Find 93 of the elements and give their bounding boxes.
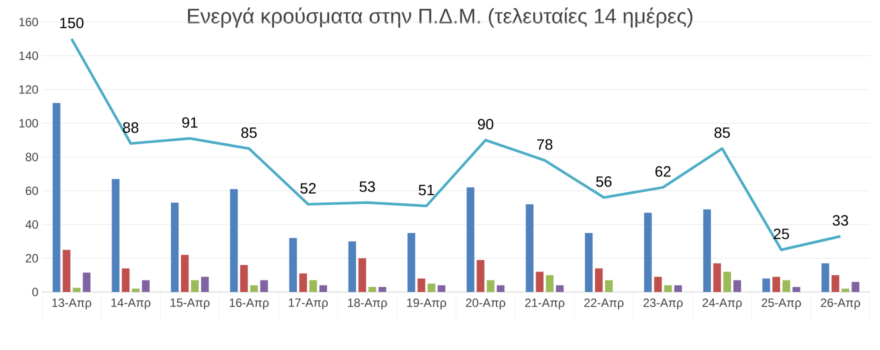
bar	[654, 276, 662, 292]
bar	[674, 285, 682, 292]
bar	[526, 204, 534, 292]
data-label: 85	[714, 127, 730, 138]
data-label: 56	[596, 176, 612, 187]
bar	[723, 272, 732, 292]
y-tick-label: 20	[26, 254, 38, 262]
bar	[556, 285, 564, 292]
bar	[733, 280, 742, 292]
x-tick-label: 24-Απρ	[702, 298, 742, 310]
bar	[260, 280, 268, 292]
bar	[408, 232, 416, 292]
bar	[496, 285, 505, 292]
bar	[52, 103, 60, 292]
bar	[428, 284, 436, 292]
data-label: 33	[832, 215, 848, 226]
data-label: 53	[360, 181, 375, 192]
x-tick-label: 26-Απρ	[820, 298, 860, 310]
bar	[584, 232, 593, 292]
bar	[142, 280, 150, 292]
bar	[191, 280, 199, 292]
bar	[112, 178, 120, 292]
bar	[72, 288, 80, 292]
y-tick-label: 100	[19, 119, 38, 128]
bar	[289, 238, 297, 292]
data-label: 51	[418, 184, 434, 196]
y-tick-label: 120	[19, 85, 38, 94]
data-label: 90	[478, 118, 494, 130]
bar	[594, 268, 603, 292]
bar	[536, 272, 544, 292]
bar	[418, 278, 426, 292]
bar	[378, 286, 386, 292]
x-tick-label: 18-Απρ	[348, 298, 387, 310]
bar	[762, 278, 770, 292]
bar	[62, 250, 70, 292]
bar	[713, 263, 721, 292]
bar	[782, 280, 790, 292]
data-label: 52	[300, 183, 316, 194]
bar	[466, 187, 474, 292]
bar	[240, 265, 248, 292]
bar	[832, 275, 840, 292]
bar	[82, 272, 90, 292]
bar	[319, 285, 328, 292]
bar	[132, 288, 140, 292]
bar	[299, 273, 307, 292]
bar	[664, 285, 672, 292]
x-tick-label: 22-Απρ	[584, 298, 624, 310]
y-tick-label: 0	[32, 288, 38, 296]
x-tick-label: 19-Απρ	[407, 298, 446, 310]
bar	[546, 275, 554, 292]
bar	[842, 288, 850, 292]
x-tick-label: 21-Απρ	[525, 298, 564, 310]
x-tick-label: 14-Απρ	[111, 298, 150, 310]
bar	[358, 258, 366, 292]
data-label: 85	[241, 127, 257, 138]
x-tick-label: 20-Απρ	[466, 298, 506, 310]
bar	[476, 260, 484, 292]
bar	[772, 276, 780, 292]
bar	[250, 285, 258, 292]
x-tick-label: 17-Απρ	[288, 298, 328, 310]
bar	[486, 280, 494, 292]
y-tick-label: 40	[25, 220, 38, 229]
bar	[368, 286, 376, 292]
bar	[852, 282, 860, 292]
y-tick-label: 140	[19, 52, 38, 60]
y-tick-label: 80	[26, 152, 38, 162]
data-label: 150	[60, 18, 84, 28]
bar	[309, 280, 318, 292]
bar	[703, 209, 711, 292]
bar	[348, 241, 356, 292]
data-label: 78	[537, 139, 552, 150]
x-tick-label: 23-Απρ	[643, 298, 683, 310]
y-tick-label: 160	[19, 18, 38, 26]
x-tick-label: 13-Απρ	[52, 298, 92, 310]
bar	[230, 189, 238, 292]
bar	[605, 280, 613, 292]
bar	[438, 285, 446, 292]
bar	[180, 254, 189, 292]
x-tick-label: 15-Απρ	[170, 298, 210, 310]
bar	[792, 286, 800, 292]
bar	[122, 268, 130, 292]
bar	[170, 202, 179, 292]
bar	[201, 276, 209, 292]
chart-title: Ενεργά κρούσματα στην Π.Δ.Μ. (τελευταίες 14 ημέρες)	[188, 8, 692, 28]
bar	[822, 263, 830, 292]
y-tick-label: 60	[26, 186, 38, 195]
data-label: 25	[774, 228, 789, 240]
x-tick-label: 25-Απρ	[762, 298, 801, 310]
bar	[644, 212, 652, 292]
x-tick-label: 16-Απρ	[230, 298, 269, 310]
data-label: 91	[182, 117, 198, 128]
data-label: 62	[655, 166, 671, 177]
data-label: 88	[123, 122, 138, 133]
